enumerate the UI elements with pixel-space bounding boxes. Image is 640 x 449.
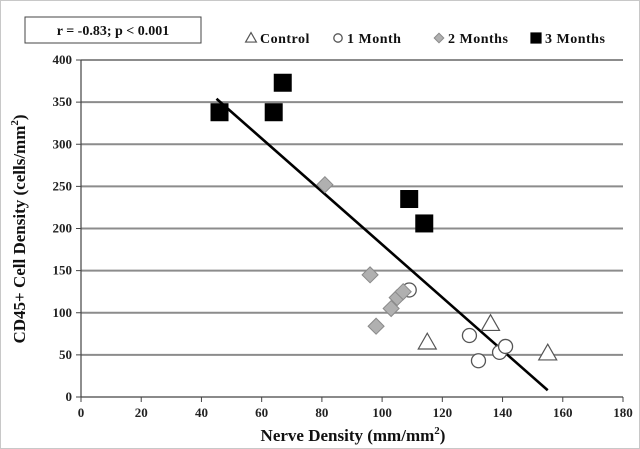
point-1-month — [470, 353, 487, 369]
point-3-months — [273, 73, 292, 92]
x-tick-label: 20 — [135, 405, 148, 420]
y-tick-label: 100 — [53, 305, 73, 320]
legend-item-3-months: 3 Months — [530, 32, 605, 47]
point-1-month — [461, 327, 478, 344]
point-control — [537, 342, 558, 361]
point-control — [480, 313, 501, 332]
correlation-annotation: r = -0.83; p < 0.001 — [57, 24, 170, 39]
legend-label-control: Control — [260, 32, 310, 47]
x-tick-label: 160 — [553, 405, 573, 420]
legend-marker-2-months — [433, 32, 445, 44]
legend-item-1-month: 1 Month — [333, 32, 401, 47]
x-tick-label: 100 — [372, 405, 392, 420]
point-3-months — [264, 103, 283, 122]
trendline — [215, 97, 549, 392]
point-2-months — [382, 299, 400, 318]
y-tick-label: 50 — [59, 347, 72, 362]
legend-label-2-months: 2 Months — [448, 32, 508, 47]
y-tick-label: 0 — [66, 389, 73, 404]
point-3-months — [210, 103, 229, 122]
y-tick-label: 200 — [53, 221, 73, 236]
x-tick-label: 0 — [78, 405, 85, 420]
x-tick-label: 80 — [315, 405, 328, 420]
legend-label-3-months: 3 Months — [545, 32, 605, 47]
point-2-months — [361, 266, 379, 284]
legend-marker-3-months — [530, 32, 542, 44]
legend: Control 1 Month 2 Months 3 Months — [244, 31, 605, 47]
y-tick-label: 300 — [53, 136, 73, 151]
point-control — [417, 332, 438, 350]
point-2-months — [316, 175, 334, 194]
legend-label-1-month: 1 Month — [347, 32, 401, 47]
y-tick-label: 400 — [53, 52, 73, 67]
legend-item-2-months: 2 Months — [433, 32, 508, 47]
x-tick-label: 40 — [195, 405, 208, 420]
point-2-months — [367, 317, 385, 335]
data-points — [210, 73, 558, 369]
legend-item-control: Control — [244, 31, 310, 47]
gridlines — [81, 59, 623, 356]
tick-labels: 0 50 100 150 200 250 300 350 400 0 20 40 60 80 100 120 1… — [53, 52, 633, 420]
point-3-months — [400, 190, 419, 209]
y-tick-label: 350 — [53, 94, 73, 109]
y-axis-title: CD45+ Cell Density (cells/mm2) — [9, 114, 29, 343]
x-tick-label: 120 — [433, 405, 453, 420]
x-tick-label: 140 — [493, 405, 513, 420]
point-1-month — [497, 338, 514, 355]
x-axis-title: Nerve Density (mm/mm2) — [261, 425, 446, 445]
axes — [76, 59, 624, 402]
x-tick-label: 180 — [613, 405, 633, 420]
legend-marker-control — [244, 31, 258, 43]
stat-box — [24, 16, 202, 44]
y-tick-label: 150 — [53, 263, 73, 278]
y-tick-label: 250 — [53, 178, 73, 193]
trendline-layer — [215, 97, 549, 392]
point-2-months — [394, 282, 412, 301]
point-3-months — [415, 214, 434, 233]
x-tick-label: 60 — [255, 405, 268, 420]
legend-marker-1-month — [333, 33, 343, 43]
